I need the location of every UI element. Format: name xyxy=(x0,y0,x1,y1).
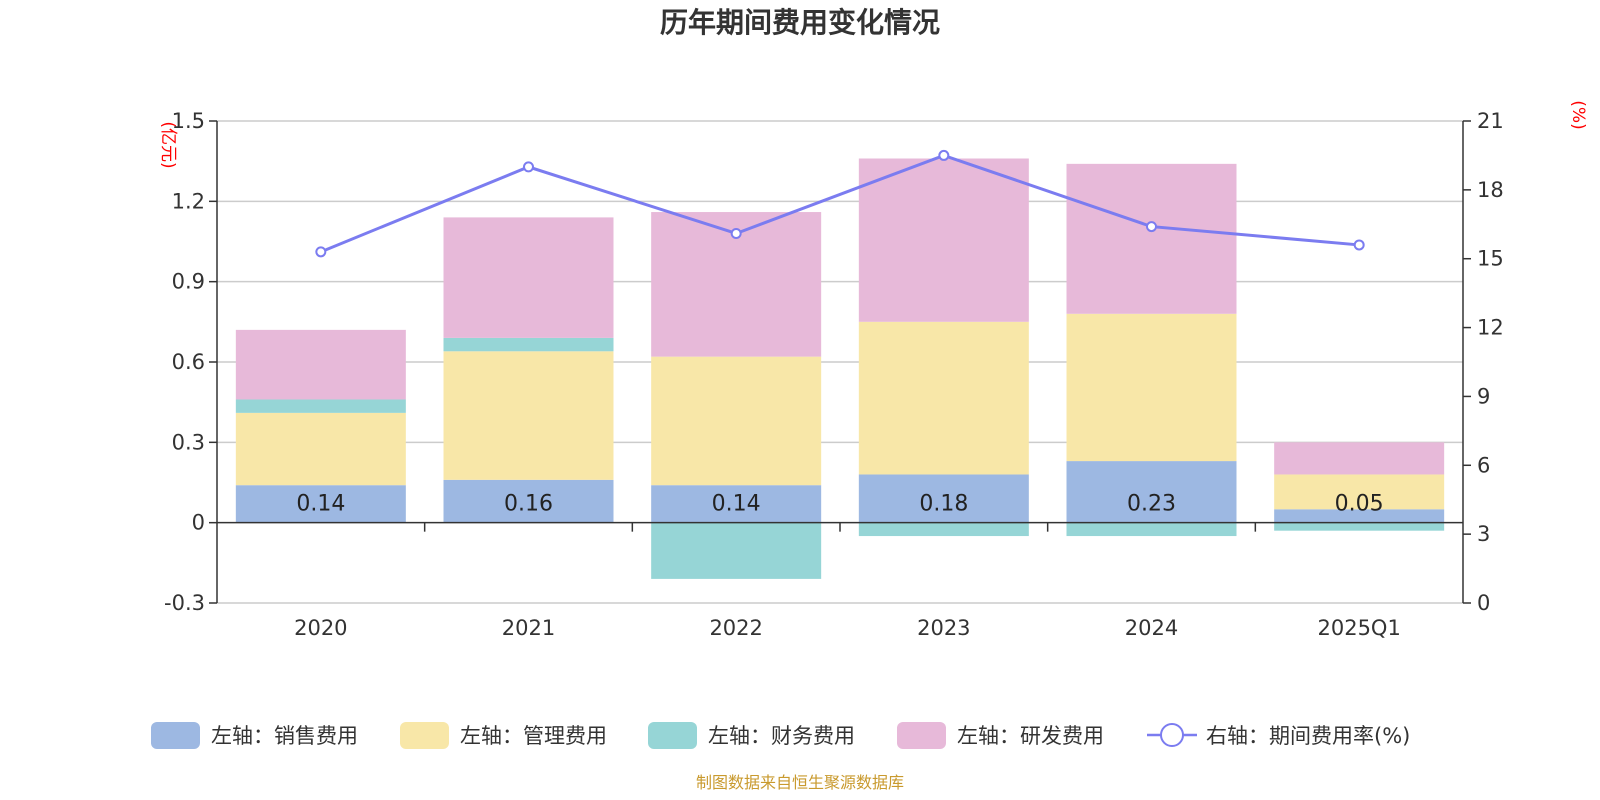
left-axis-tick-label: 0.6 xyxy=(172,350,205,374)
category-label-2025Q1: 2025Q1 xyxy=(1317,616,1400,640)
data-labels-layer: 0.14 0.16 0.14 0.18 0.23 0.05 xyxy=(296,492,1383,517)
rate-point-2020 xyxy=(315,246,327,258)
bar-sales-2023 xyxy=(858,474,1029,523)
right-axis-unit: (%) xyxy=(1568,100,1588,129)
legend-swatch-rnd xyxy=(897,722,946,749)
bar-admin-2020 xyxy=(235,412,406,486)
bar-finance-2024 xyxy=(1066,522,1237,537)
legend-label-sales: 左轴：销售费用 xyxy=(211,724,358,748)
bar-rnd-2020 xyxy=(235,329,406,400)
right-axis-tick-label: 15 xyxy=(1477,247,1504,271)
rate-point-2024 xyxy=(1146,221,1157,233)
bar-admin-2023 xyxy=(858,321,1029,475)
bar-finance-2021 xyxy=(443,337,614,352)
right-axis-tick-label: 12 xyxy=(1477,316,1504,340)
category-label-2022: 2022 xyxy=(709,616,762,640)
legend-label-admin: 左轴：管理费用 xyxy=(460,724,607,748)
bar-admin-2022 xyxy=(651,356,822,486)
left-axis-tick-label: 0.9 xyxy=(172,270,205,294)
bar-rnd-2021 xyxy=(443,217,614,338)
right-axis-tick-label: 21 xyxy=(1477,109,1504,133)
bar-finance-2025Q1 xyxy=(1274,522,1445,531)
bar-admin-2025Q1 xyxy=(1274,474,1445,510)
bar-sales-2021 xyxy=(443,479,614,523)
legend-swatch-finance xyxy=(648,722,697,749)
left-axis-tick-label: -0.3 xyxy=(164,591,205,615)
legend-label-rate: 右轴：期间费用率(%) xyxy=(1206,724,1410,748)
rate-point-2021 xyxy=(523,161,534,173)
bar-finance-2020 xyxy=(235,399,406,413)
legend-label-finance: 左轴：财务费用 xyxy=(708,724,855,748)
rate-line-layer xyxy=(315,149,1365,258)
bar-sales-2025Q1 xyxy=(1274,509,1445,523)
left-axis-tick-label: 1.2 xyxy=(172,189,205,213)
data-label-sales-2020: 0.14 xyxy=(296,492,345,517)
left-axis-unit: (亿元) xyxy=(158,121,178,168)
right-axis-tick-label: 0 xyxy=(1477,591,1490,615)
grid-lines xyxy=(217,120,1463,604)
bar-rnd-2023 xyxy=(858,158,1029,322)
data-label-sales-2024: 0.23 xyxy=(1127,492,1176,517)
bar-admin-2021 xyxy=(443,351,614,480)
legend-swatch-sales xyxy=(151,722,200,749)
legend-marker-rate xyxy=(1160,723,1184,747)
bars-layer xyxy=(235,158,1445,579)
bar-sales-2022 xyxy=(651,485,822,523)
right-axis-tick-label: 6 xyxy=(1477,453,1490,477)
rate-point-2023 xyxy=(938,149,950,161)
category-label-2020: 2020 xyxy=(294,616,347,640)
rate-point-2025Q1 xyxy=(1353,239,1365,251)
category-label-2021: 2021 xyxy=(502,616,555,640)
category-label-2023: 2023 xyxy=(917,616,970,640)
legend-swatch-admin xyxy=(400,722,449,749)
bar-sales-2024 xyxy=(1066,461,1237,523)
rate-line xyxy=(320,153,1360,254)
bar-rnd-2024 xyxy=(1066,163,1237,314)
right-axis-tick-label: 9 xyxy=(1477,384,1490,408)
bar-rnd-2025Q1 xyxy=(1274,442,1445,475)
right-axis-tick-label: 3 xyxy=(1477,522,1490,546)
left-axis-tick-label: 1.5 xyxy=(172,109,205,133)
bar-finance-2022 xyxy=(651,522,822,579)
legend-label-rnd: 左轴：研发费用 xyxy=(957,724,1104,748)
legend: 左轴：销售费用 左轴：管理费用 左轴：财务费用 左轴：研发费用 右轴：期间费用率(%) xyxy=(151,722,1410,749)
bar-finance-2023 xyxy=(858,522,1029,537)
source-note: 制图数据来自恒生聚源数据库 xyxy=(696,773,904,792)
data-label-sales-2023: 0.18 xyxy=(919,492,968,517)
left-axis-tick-label: 0 xyxy=(192,511,205,535)
data-label-sales-2022: 0.14 xyxy=(712,492,761,517)
bar-sales-2020 xyxy=(235,485,406,523)
left-axis-tick-label: 0.3 xyxy=(172,430,205,454)
data-label-sales-2021: 0.16 xyxy=(504,492,553,517)
rate-point-2022 xyxy=(730,227,742,239)
bar-admin-2024 xyxy=(1066,313,1237,462)
axes-layer: 1.5 1.2 0.9 0.6 0.3 0 -0.3 21 18 15 12 9 6 3 0 2020 2021… xyxy=(164,109,1504,640)
right-axis-tick-label: 18 xyxy=(1477,178,1504,202)
data-label-sales-2025Q1: 0.05 xyxy=(1335,492,1384,517)
category-label-2024: 2024 xyxy=(1125,616,1178,640)
chart-title: 历年期间费用变化情况 xyxy=(660,6,940,39)
